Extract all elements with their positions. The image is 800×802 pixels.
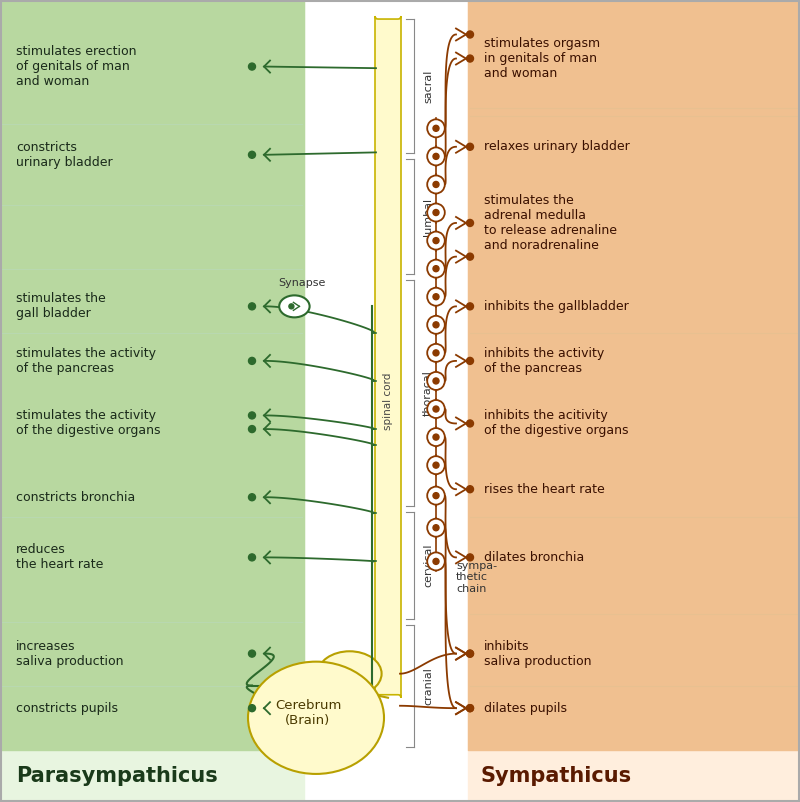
Ellipse shape (427, 428, 445, 446)
Circle shape (433, 294, 439, 300)
Text: increases
saliva production: increases saliva production (16, 640, 123, 667)
Circle shape (433, 265, 439, 272)
Text: sacral: sacral (423, 70, 433, 103)
Text: inhibits
saliva production: inhibits saliva production (484, 640, 591, 667)
Text: constricts
urinary bladder: constricts urinary bladder (16, 141, 113, 168)
Ellipse shape (427, 519, 445, 537)
Circle shape (466, 220, 474, 226)
Text: reduces
the heart rate: reduces the heart rate (16, 544, 103, 571)
Text: dilates pupils: dilates pupils (484, 702, 567, 715)
Ellipse shape (248, 662, 384, 774)
Ellipse shape (427, 553, 445, 570)
Text: inhibits the acitivity
of the digestive organs: inhibits the acitivity of the digestive … (484, 410, 629, 437)
Ellipse shape (427, 232, 445, 249)
Circle shape (433, 525, 439, 531)
Circle shape (249, 554, 255, 561)
Circle shape (433, 434, 439, 440)
Ellipse shape (427, 260, 445, 277)
Ellipse shape (427, 344, 445, 362)
Circle shape (433, 181, 439, 188)
Text: Synapse: Synapse (278, 278, 326, 289)
Text: stimulates the activity
of the digestive organs: stimulates the activity of the digestive… (16, 410, 161, 437)
Ellipse shape (427, 119, 445, 137)
Circle shape (433, 209, 439, 216)
Circle shape (466, 486, 474, 492)
Circle shape (466, 420, 474, 427)
Text: Parasympathicus: Parasympathicus (16, 767, 218, 786)
Circle shape (249, 358, 255, 364)
Ellipse shape (427, 204, 445, 221)
Circle shape (249, 494, 255, 500)
Circle shape (466, 650, 474, 657)
Text: stimulates the
gall bladder: stimulates the gall bladder (16, 293, 106, 320)
Circle shape (466, 55, 474, 62)
Text: cervical: cervical (423, 544, 433, 587)
Circle shape (466, 554, 474, 561)
Text: rises the heart rate: rises the heart rate (484, 483, 605, 496)
Text: Cerebrum
(Brain): Cerebrum (Brain) (275, 699, 341, 727)
Text: thoracal: thoracal (423, 370, 433, 416)
Circle shape (249, 63, 255, 70)
Ellipse shape (427, 148, 445, 165)
Ellipse shape (427, 176, 445, 193)
Circle shape (433, 378, 439, 384)
Circle shape (249, 152, 255, 158)
Circle shape (249, 412, 255, 419)
Ellipse shape (427, 288, 445, 306)
Circle shape (466, 650, 474, 657)
Text: sympa-
thetic
chain: sympa- thetic chain (456, 561, 497, 594)
Circle shape (466, 144, 474, 150)
Circle shape (289, 304, 294, 309)
Ellipse shape (318, 651, 382, 696)
Circle shape (433, 125, 439, 132)
Circle shape (433, 153, 439, 160)
Ellipse shape (427, 456, 445, 474)
Circle shape (249, 650, 255, 657)
Circle shape (433, 462, 439, 468)
Ellipse shape (427, 372, 445, 390)
Circle shape (466, 358, 474, 364)
Text: constricts bronchia: constricts bronchia (16, 491, 135, 504)
Circle shape (249, 303, 255, 310)
Circle shape (433, 492, 439, 499)
Circle shape (433, 406, 439, 412)
Ellipse shape (427, 400, 445, 418)
Circle shape (249, 426, 255, 432)
Text: stimulates erection
of genitals of man
and woman: stimulates erection of genitals of man a… (16, 45, 137, 88)
Circle shape (466, 253, 474, 260)
Text: constricts pupils: constricts pupils (16, 702, 118, 715)
Ellipse shape (427, 487, 445, 504)
Circle shape (433, 558, 439, 565)
Circle shape (466, 705, 474, 711)
Circle shape (466, 31, 474, 38)
Circle shape (433, 350, 439, 356)
Text: cranial: cranial (423, 666, 433, 705)
Circle shape (466, 303, 474, 310)
Text: relaxes urinary bladder: relaxes urinary bladder (484, 140, 630, 153)
Ellipse shape (279, 295, 310, 318)
Text: inhibits the gallbladder: inhibits the gallbladder (484, 300, 629, 313)
Text: spinal cord: spinal cord (383, 372, 393, 430)
Ellipse shape (427, 316, 445, 334)
Text: inhibits the activity
of the pancreas: inhibits the activity of the pancreas (484, 347, 604, 375)
Text: stimulates orgasm
in genitals of man
and woman: stimulates orgasm in genitals of man and… (484, 37, 600, 80)
Circle shape (433, 322, 439, 328)
FancyBboxPatch shape (375, 16, 401, 698)
Text: stimulates the
adrenal medulla
to release adrenaline
and noradrenaline: stimulates the adrenal medulla to releas… (484, 194, 617, 252)
Circle shape (433, 237, 439, 244)
Text: Sympathicus: Sympathicus (480, 767, 631, 786)
Text: lumbal: lumbal (423, 197, 433, 236)
Circle shape (249, 705, 255, 711)
Text: stimulates the activity
of the pancreas: stimulates the activity of the pancreas (16, 347, 156, 375)
Circle shape (466, 705, 474, 711)
Text: dilates bronchia: dilates bronchia (484, 551, 584, 564)
